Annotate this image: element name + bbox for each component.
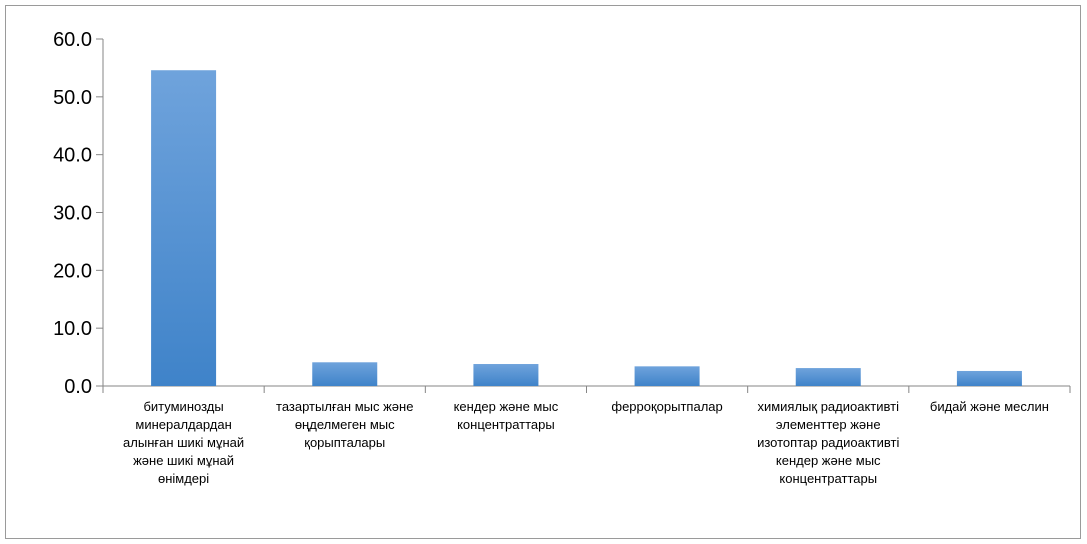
x-category-label: химиялық радиоактивті элементтер және из… [757,399,900,486]
x-category-label: ферроқорытпалар [611,399,723,414]
y-tick-label: 10.0 [53,318,92,340]
y-tick-label: 50.0 [53,87,92,109]
bar [956,370,1022,386]
y-tick-label: 20.0 [53,260,92,282]
y-tick-label: 40.0 [53,145,92,167]
x-category-label: кендер және мыс концентраттары [453,399,559,432]
y-tick-label: 60.0 [53,29,92,51]
x-category-label: бидай және меслин [929,399,1049,414]
bar [312,362,378,386]
bar [634,366,700,386]
bar [151,70,217,386]
bar [473,364,539,386]
y-tick-label: 0.0 [64,376,92,398]
bar [795,368,861,386]
x-category-label: битуминозды минералдардан алынған шикі м… [123,399,245,486]
y-tick-label: 30.0 [53,203,92,225]
x-category-label: тазартылған мыс және өңделмеген мыс қоры… [276,399,414,450]
